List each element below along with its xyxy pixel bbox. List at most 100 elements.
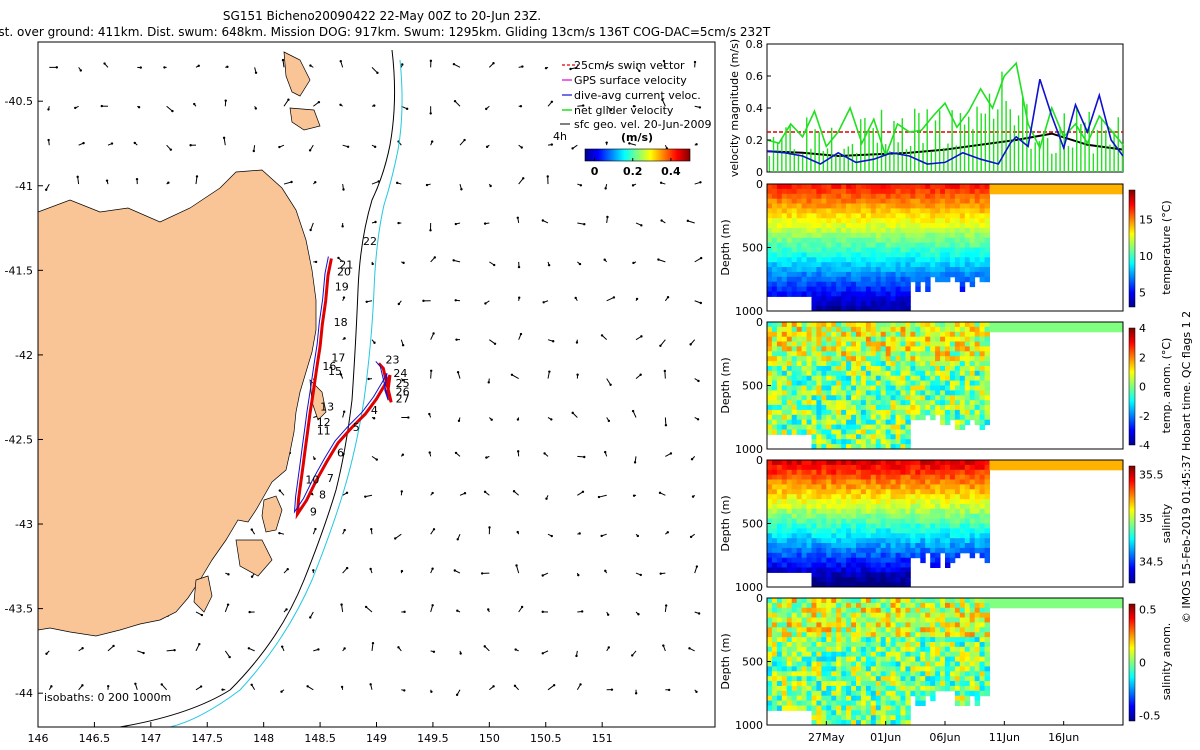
map-panel: 4567891011121315161718192021222324252627… bbox=[5, 41, 716, 745]
section-cell bbox=[949, 405, 956, 411]
section-cell bbox=[984, 331, 990, 338]
section-cell bbox=[930, 326, 936, 333]
section-cell bbox=[836, 291, 842, 297]
surface-velocity-arrowhead bbox=[550, 534, 553, 538]
section-cell bbox=[925, 405, 931, 411]
section-cell bbox=[935, 326, 941, 333]
section-cell bbox=[806, 281, 812, 288]
section-cell bbox=[949, 262, 956, 268]
section-cell bbox=[984, 395, 990, 401]
section-cell bbox=[930, 523, 936, 529]
section-cell bbox=[964, 513, 971, 520]
section-cell bbox=[875, 651, 882, 658]
section-cell bbox=[940, 400, 946, 406]
section-cell bbox=[964, 523, 971, 529]
section-cell bbox=[821, 598, 827, 604]
legend-gps-label: GPS surface velocity bbox=[574, 74, 687, 87]
surface-velocity-arrowhead bbox=[569, 67, 572, 71]
section-cell bbox=[885, 322, 892, 328]
section-cell bbox=[781, 213, 788, 219]
section-cell bbox=[880, 695, 887, 702]
section-cell bbox=[771, 538, 778, 544]
section-cell bbox=[1004, 460, 1010, 466]
section-cell bbox=[925, 351, 931, 357]
section-cell bbox=[836, 518, 842, 524]
section-cell bbox=[816, 208, 822, 214]
section-cell bbox=[826, 602, 832, 609]
section-cell bbox=[831, 237, 837, 244]
section-cell bbox=[954, 469, 961, 476]
section-cell bbox=[865, 518, 872, 524]
section-cell bbox=[1103, 460, 1109, 466]
section-cell bbox=[979, 184, 985, 190]
section-cell bbox=[925, 213, 931, 219]
section-cell bbox=[806, 341, 812, 347]
section-cell bbox=[831, 223, 837, 229]
section-cell bbox=[895, 306, 901, 312]
section-cell bbox=[974, 346, 981, 352]
section-cell bbox=[856, 414, 862, 421]
section-cell bbox=[890, 552, 896, 559]
section-cell bbox=[885, 409, 892, 416]
section-cell bbox=[811, 291, 817, 297]
section-cell bbox=[851, 642, 857, 648]
section-cell bbox=[791, 598, 798, 604]
section-cell bbox=[945, 409, 951, 416]
section-cell bbox=[841, 582, 847, 588]
section-cell bbox=[851, 434, 857, 440]
section-cell bbox=[836, 642, 842, 648]
section-cell bbox=[821, 671, 827, 677]
section-cell bbox=[999, 326, 1005, 333]
section-cell bbox=[767, 213, 773, 219]
map-xtick-label: 146 bbox=[28, 732, 49, 745]
section-cell bbox=[910, 405, 916, 411]
section-cell bbox=[870, 262, 877, 268]
section-cell bbox=[865, 346, 872, 352]
section-cell bbox=[910, 336, 916, 343]
section-cell bbox=[781, 646, 788, 653]
section-cell bbox=[930, 414, 936, 421]
section-cell bbox=[801, 562, 807, 568]
section-cell bbox=[791, 331, 798, 338]
section-cell bbox=[954, 547, 961, 554]
section-cell bbox=[920, 494, 926, 500]
surface-velocity-arrowhead bbox=[453, 569, 456, 572]
section-cell bbox=[895, 370, 901, 377]
section-cell bbox=[969, 213, 976, 219]
section-cell bbox=[826, 198, 832, 205]
section-cell bbox=[875, 479, 882, 485]
legend-4h-label: 4h bbox=[553, 130, 567, 143]
section-cell bbox=[781, 637, 788, 643]
section-cell bbox=[806, 188, 812, 195]
section-cell bbox=[885, 528, 892, 534]
section-cell bbox=[836, 405, 842, 411]
section-cell bbox=[895, 252, 901, 258]
section-cell bbox=[786, 414, 793, 421]
section-cell bbox=[821, 685, 827, 692]
section-cell bbox=[841, 695, 847, 702]
section-cell bbox=[880, 414, 887, 421]
section-cell bbox=[860, 690, 867, 697]
section-cell bbox=[969, 351, 976, 357]
section-cell bbox=[851, 301, 857, 307]
map-colorbar-tick-label: 0.2 bbox=[623, 165, 643, 178]
section-cell bbox=[836, 533, 842, 539]
section-cell bbox=[984, 380, 990, 386]
section-cell bbox=[870, 419, 877, 426]
section-ytick-label: 0 bbox=[756, 316, 763, 329]
section-cell bbox=[935, 331, 941, 338]
section-cell bbox=[870, 424, 877, 430]
section-cell bbox=[880, 232, 887, 239]
section-cell bbox=[925, 469, 931, 476]
section-cell bbox=[940, 543, 946, 549]
section-cell bbox=[905, 351, 911, 357]
section-cell bbox=[831, 681, 837, 687]
section-cell bbox=[865, 247, 872, 253]
section-cell bbox=[945, 208, 951, 214]
section-cell bbox=[776, 380, 783, 386]
section-cell bbox=[974, 385, 981, 391]
section-cell bbox=[776, 400, 783, 406]
section-cell bbox=[771, 547, 778, 554]
section-cell bbox=[811, 720, 817, 726]
section-cell bbox=[841, 656, 847, 662]
